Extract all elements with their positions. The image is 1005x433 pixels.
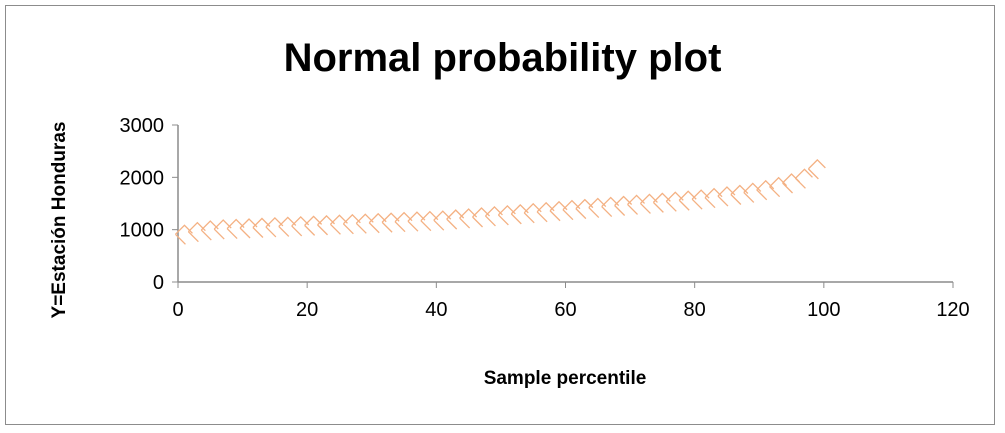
data-point bbox=[536, 201, 555, 223]
data-point bbox=[265, 217, 284, 238]
data-point bbox=[459, 208, 478, 229]
data-point bbox=[678, 190, 697, 211]
y-tick-label: 3000 bbox=[120, 115, 165, 137]
data-point bbox=[523, 202, 542, 224]
data-point bbox=[510, 203, 529, 225]
data-point bbox=[652, 192, 671, 213]
data-point bbox=[407, 211, 426, 232]
data-point bbox=[575, 198, 594, 220]
data-point bbox=[200, 220, 219, 241]
x-tick-label: 80 bbox=[684, 299, 706, 321]
data-point bbox=[472, 207, 491, 228]
x-axis-label: Sample percentile bbox=[483, 368, 647, 389]
data-point bbox=[226, 218, 245, 239]
x-tick-label: 100 bbox=[807, 299, 840, 321]
data-point bbox=[769, 176, 788, 198]
data-point bbox=[278, 216, 297, 237]
data-point bbox=[355, 213, 374, 234]
y-tick-label: 1000 bbox=[120, 220, 165, 242]
data-point bbox=[743, 182, 762, 203]
data-point bbox=[381, 212, 400, 233]
y-tick-label: 0 bbox=[153, 272, 164, 294]
data-point bbox=[394, 211, 413, 233]
data-point bbox=[446, 209, 465, 230]
data-point bbox=[601, 196, 620, 218]
data-point bbox=[484, 206, 503, 227]
data-point bbox=[807, 158, 826, 180]
x-tick-label: 40 bbox=[425, 299, 447, 321]
data-point bbox=[368, 212, 387, 234]
data-point bbox=[433, 210, 452, 231]
x-tick-label: 120 bbox=[936, 299, 969, 321]
data-point bbox=[614, 195, 633, 216]
x-tick-label: 20 bbox=[296, 299, 318, 321]
data-point bbox=[420, 210, 439, 232]
x-tick-label: 60 bbox=[554, 299, 576, 321]
chart-title: Normal probability plot bbox=[283, 36, 722, 80]
chart-border bbox=[5, 5, 995, 425]
data-point bbox=[794, 168, 813, 189]
data-point bbox=[730, 184, 749, 205]
data-point bbox=[549, 200, 568, 222]
data-point bbox=[239, 218, 258, 239]
data-point bbox=[639, 193, 658, 214]
data-point bbox=[627, 194, 646, 215]
data-point bbox=[291, 215, 310, 237]
data-point bbox=[329, 214, 348, 235]
data-point bbox=[342, 213, 361, 235]
data-point bbox=[213, 219, 232, 240]
y-tick-label: 2000 bbox=[120, 167, 165, 189]
data-point bbox=[588, 197, 607, 219]
data-point bbox=[304, 215, 323, 236]
data-point bbox=[252, 217, 271, 238]
data-point bbox=[562, 199, 581, 221]
data-point bbox=[497, 205, 516, 226]
data-point bbox=[665, 191, 684, 212]
data-point bbox=[317, 214, 336, 236]
x-tick-label: 0 bbox=[172, 299, 183, 321]
